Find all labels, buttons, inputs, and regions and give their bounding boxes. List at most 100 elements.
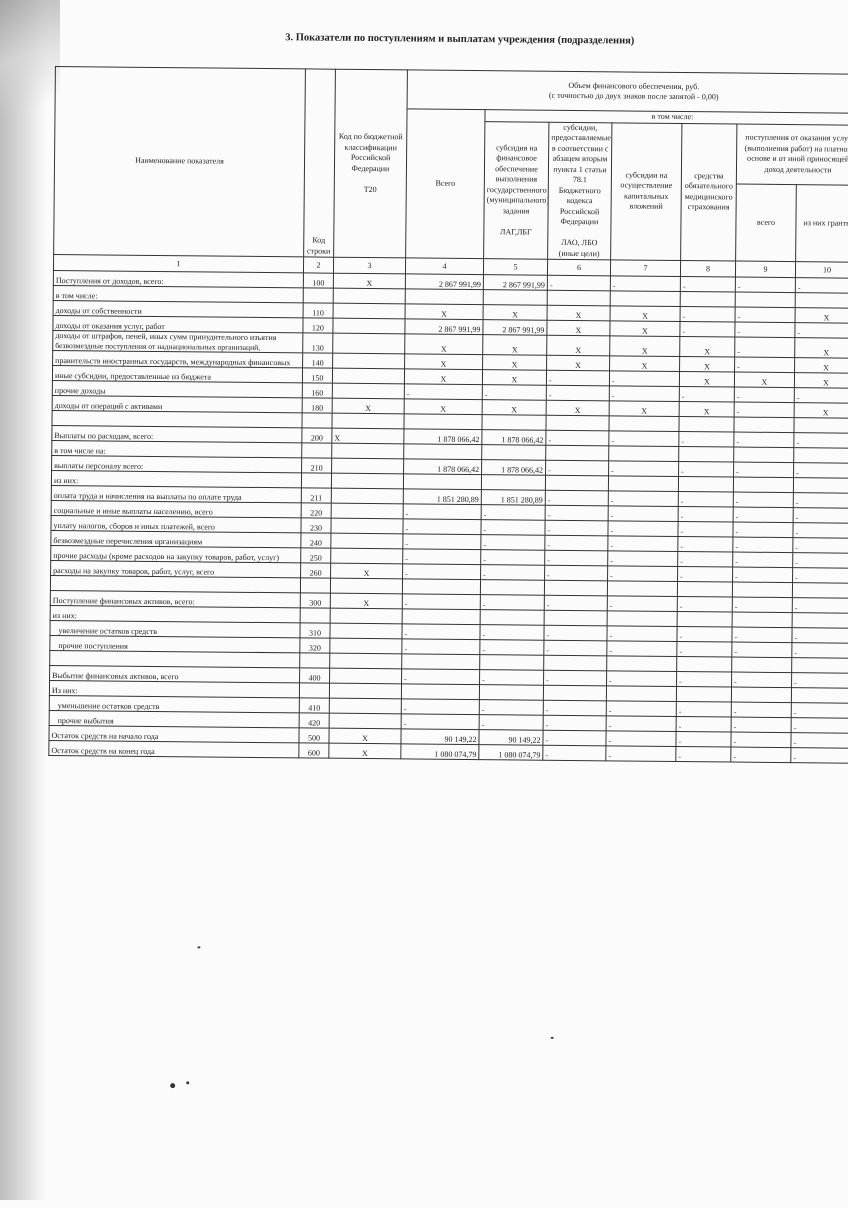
row-value-col10: - — [791, 702, 848, 719]
row-value-col9: - — [731, 717, 792, 733]
row-value-col9: - — [731, 702, 792, 718]
row-value-col6 — [544, 610, 608, 626]
column-number: 9 — [735, 261, 796, 278]
row-value-col4: - — [401, 623, 481, 640]
row-kbk: X — [330, 563, 403, 579]
row-kbk: X — [328, 743, 401, 759]
row-value-col9: - — [732, 567, 793, 583]
row-value-col8 — [680, 291, 736, 308]
row-value-col8: - — [677, 536, 733, 553]
row-kbk — [330, 518, 404, 534]
row-value-col4: X — [404, 398, 483, 415]
row-name: прочие выбытия — [49, 710, 300, 728]
header-code: Код строки — [303, 68, 336, 258]
row-value-col9 — [733, 477, 794, 493]
row-value-col4: 1 878 066,42 — [403, 428, 482, 445]
row-name: иные субсидии, предоставленные из бюджет… — [52, 365, 303, 383]
row-value-col4: 1 080 074,79 — [400, 743, 479, 760]
row-name: прочие доходы — [52, 380, 303, 398]
row-value-col10: - — [793, 462, 848, 479]
row-kbk — [330, 548, 403, 564]
row-value-col5: X — [482, 369, 547, 386]
row-value-col9: - — [734, 337, 795, 358]
header-c6-sub: ЛАО, ЛБО (иные цели) — [558, 237, 600, 258]
row-value-col5: - — [480, 564, 545, 581]
row-value-col4 — [403, 443, 482, 460]
row-kbk — [329, 683, 402, 699]
row-value-col4: - — [403, 503, 482, 520]
row-value-col9: - — [734, 402, 795, 418]
row-code: 320 — [299, 637, 330, 654]
row-value-col7 — [606, 655, 677, 672]
row-value-col7: - — [608, 460, 679, 477]
row-value-col6: - — [546, 370, 610, 386]
row-value-col9 — [732, 612, 793, 628]
row-value-col4 — [402, 578, 481, 595]
row-value-col9 — [735, 292, 796, 308]
row-name-text: Остаток средств на конец года — [51, 745, 155, 756]
row-value-col6 — [544, 580, 608, 596]
scan-speck — [186, 1081, 190, 1085]
column-number: 8 — [680, 260, 736, 278]
row-value-col10 — [793, 417, 848, 434]
row-value-col5: 1 080 074,79 — [478, 744, 543, 761]
row-value-col4: 90 149,22 — [400, 728, 480, 745]
row-value-col9: X — [734, 372, 795, 388]
row-value-col8 — [678, 446, 734, 463]
row-kbk — [331, 413, 405, 429]
row-value-col8: X — [679, 371, 735, 388]
row-value-col8: - — [677, 551, 733, 568]
row-value-col8: - — [678, 491, 734, 508]
row-value-col6: - — [545, 460, 609, 476]
scan-speck — [170, 1083, 176, 1089]
row-value-col9 — [731, 687, 792, 703]
row-value-col7: - — [607, 595, 678, 612]
row-value-col8: X — [679, 336, 735, 358]
row-value-col10: - — [790, 747, 848, 764]
row-name: выплаты персоналу всего: — [51, 455, 302, 473]
row-code: 120 — [302, 317, 334, 334]
row-value-col4: - — [401, 698, 480, 715]
row-value-col4 — [405, 288, 484, 305]
row-kbk — [331, 443, 404, 459]
row-value-col9 — [731, 657, 792, 673]
row-value-col8: - — [676, 716, 732, 733]
row-name: Поступление финансовых активов, всего: — [50, 590, 301, 608]
row-value-col10: - — [793, 432, 848, 449]
header-kbk-sub: Т20 — [363, 184, 377, 194]
row-code — [301, 412, 333, 429]
row-code: 210 — [301, 457, 332, 474]
row-value-col6: - — [542, 730, 607, 746]
row-value-col6 — [547, 290, 611, 306]
row-value-col7: - — [607, 565, 678, 582]
row-code: 130 — [302, 332, 333, 354]
header-c6-label: субсидии, предоставляемые в соответствии… — [551, 122, 611, 227]
row-value-col5: 2 867 991,99 — [483, 274, 548, 291]
row-value-col4: 2 867 991,99 — [405, 273, 484, 290]
row-name: доходы от операций с активами — [52, 395, 303, 413]
page-curl — [0, 0, 60, 140]
row-value-col6: - — [543, 700, 607, 716]
header-total: Всего — [405, 108, 486, 259]
header-volume-label: Объем финансового обеспечения, руб. — [568, 80, 700, 91]
row-value-col7: - — [606, 640, 677, 657]
row-value-col5: X — [482, 399, 547, 416]
row-kbk — [331, 458, 404, 474]
row-code — [301, 442, 332, 459]
row-value-col4: 1 878 066,42 — [403, 458, 482, 475]
row-value-col4 — [403, 413, 483, 430]
row-value-col7: - — [606, 670, 677, 687]
row-code: 211 — [301, 487, 332, 504]
row-value-col8: - — [678, 431, 734, 448]
row-name: Остаток средств на конец года — [48, 740, 299, 758]
header-paid-grants: из них гранты — [795, 184, 848, 263]
row-value-col10: - — [793, 507, 848, 524]
row-code — [301, 472, 332, 489]
row-value-col6: - — [544, 535, 608, 551]
row-value-col7 — [608, 475, 679, 492]
header-kbk: Код по бюджетной классификации Российско… — [333, 69, 408, 258]
row-code: 260 — [300, 562, 331, 579]
row-value-col7: X — [609, 400, 680, 417]
row-value-col5: - — [480, 519, 546, 536]
row-code: 500 — [298, 727, 330, 744]
